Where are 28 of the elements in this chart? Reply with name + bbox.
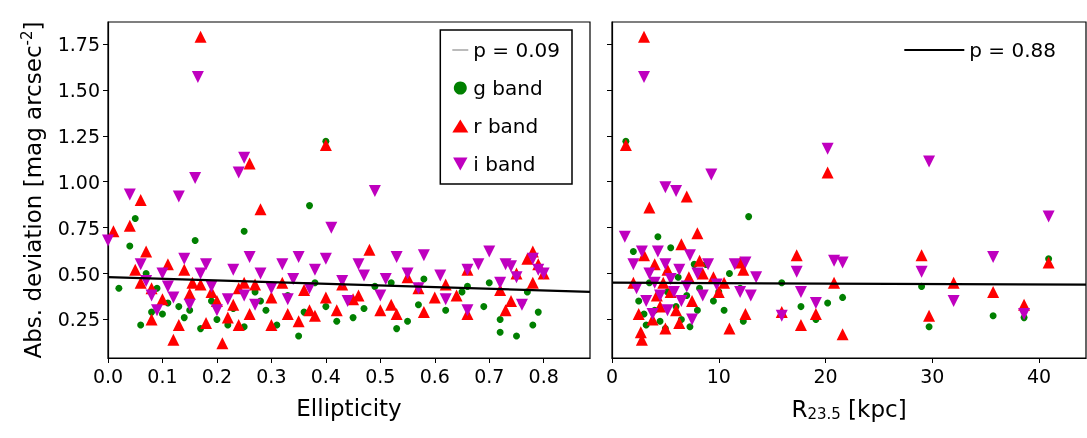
x-tick-label: 0.1 (147, 364, 178, 387)
x-tick-label: 0.8 (528, 364, 559, 387)
legend-label: p = 0.09 (473, 38, 560, 62)
x-tick-label: 10 (706, 364, 731, 387)
x-tick-label: 30 (920, 364, 945, 387)
legend-label: p = 0.88 (969, 38, 1056, 62)
x-tick-label: 40 (1026, 364, 1052, 387)
x-axis-title: Ellipticity (296, 394, 402, 421)
x-tick-label: 0 (605, 364, 619, 387)
legend-label: r band (473, 114, 539, 138)
x-tick-label: 20 (813, 364, 838, 387)
x-tick-label: 0.6 (419, 364, 450, 387)
y-tick-label: 0.75 (57, 216, 100, 239)
x-tick-label: 0.4 (310, 364, 341, 387)
x-tick-label: 0.5 (365, 364, 396, 387)
legend-label: g band (473, 76, 543, 100)
y-axis-title: Abs. deviation [mag arcsec-2] (17, 21, 46, 359)
x-tick-label: 0.3 (256, 364, 287, 387)
y-tick-label: 0.25 (57, 308, 100, 331)
y-tick-label: 1.00 (57, 170, 100, 193)
y-tick-label: 0.50 (57, 262, 100, 285)
legend-label: i band (473, 152, 536, 176)
x-tick-label: 0.7 (474, 364, 505, 387)
x-tick-label: 0.2 (201, 364, 233, 387)
x-tick-label: 0.0 (92, 364, 124, 387)
y-tick-label: 1.50 (57, 78, 100, 101)
y-tick-label: 1.75 (57, 33, 100, 56)
y-tick-label: 1.25 (57, 124, 100, 147)
